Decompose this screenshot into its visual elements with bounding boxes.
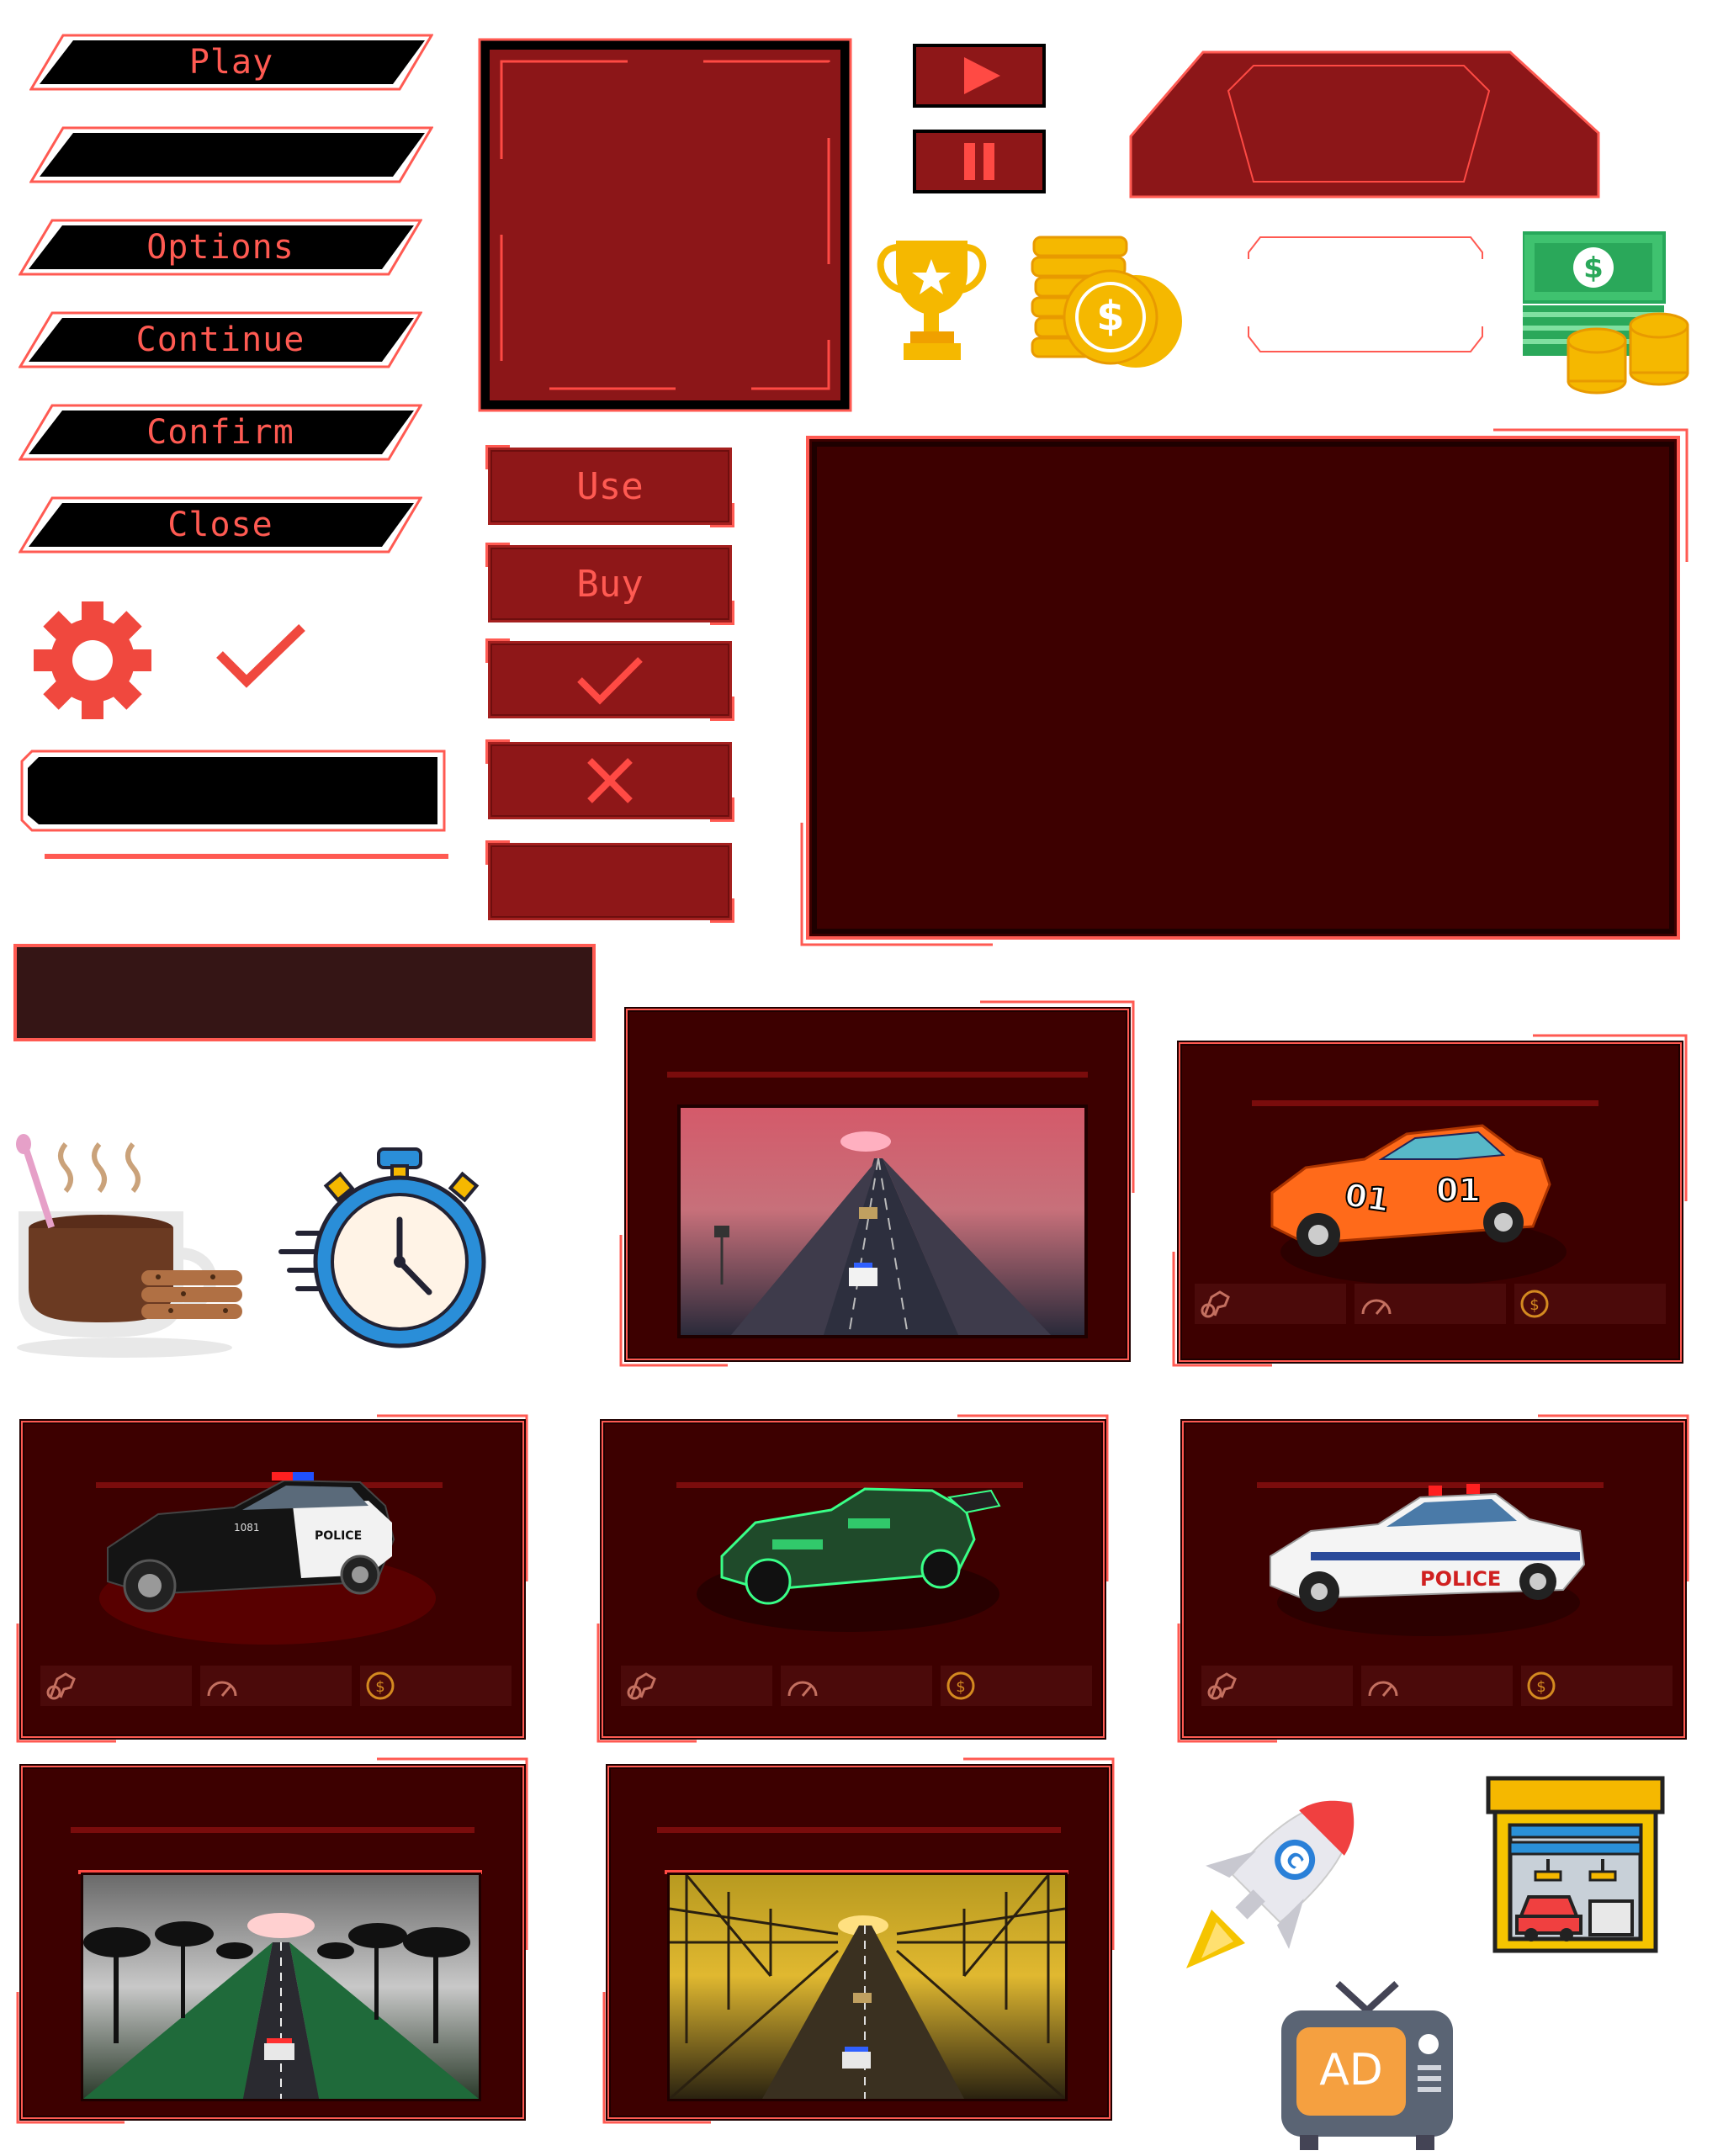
rocket-icon: C (1178, 1767, 1388, 1977)
buy-label: Buy (576, 562, 644, 606)
confirm-button[interactable]: Confirm (19, 402, 422, 463)
level-preview-forest (81, 1873, 481, 2101)
stopwatch-icon (278, 1144, 496, 1354)
speedometer-icon (207, 1681, 237, 1697)
checkmark-icon (577, 657, 643, 705)
options-label: Options (146, 228, 294, 267)
stat-horsepower (1195, 1284, 1346, 1324)
stat-speed (200, 1666, 352, 1706)
svg-text:$: $ (1536, 1678, 1545, 1696)
buy-button[interactable]: Buy (485, 543, 734, 625)
stat-horsepower (621, 1666, 772, 1706)
car-number-decal: 01 (1343, 1176, 1392, 1219)
car-number-decal: 01 (1436, 1172, 1481, 1209)
white-police-car-image: POLICE (1270, 1484, 1586, 1636)
car-card-orange[interactable]: 01 01 $ (1171, 1033, 1693, 1369)
checkmark-icon[interactable] (215, 622, 307, 690)
pause-icon (964, 143, 994, 180)
blank-action-label (490, 845, 729, 918)
car-card-green[interactable]: $ (596, 1413, 1113, 1745)
speedometer-icon (1361, 1299, 1392, 1315)
police-decal: POLICE (315, 1529, 362, 1543)
level-card-night[interactable] (618, 999, 1140, 1369)
garage-icon (1485, 1775, 1666, 1956)
use-button[interactable]: Use (485, 445, 734, 527)
level-preview-night (677, 1104, 1088, 1338)
blank-menu-label (29, 124, 433, 185)
stat-horsepower (40, 1666, 192, 1706)
coin-symbol: $ (1096, 293, 1124, 340)
header-banner (1127, 49, 1603, 200)
input-bar[interactable] (13, 944, 596, 1041)
text-field[interactable] (15, 744, 448, 871)
play-button[interactable]: Play (29, 32, 433, 93)
coin-icon: $ (946, 1671, 975, 1700)
play-icon-button[interactable] (913, 44, 1046, 108)
blank-menu-button[interactable] (29, 124, 433, 185)
stat-speed (1361, 1666, 1513, 1706)
trophy-icon (875, 237, 989, 363)
gear-icon[interactable] (29, 597, 156, 723)
horsepower-icon (46, 1672, 76, 1700)
speedometer-icon (787, 1681, 818, 1697)
svg-text:$: $ (956, 1678, 965, 1696)
stat-speed (781, 1666, 932, 1706)
square-panel (478, 38, 852, 412)
continue-button[interactable]: Continue (19, 310, 422, 370)
stat-price: $ (360, 1666, 512, 1706)
blank-action-button[interactable] (485, 840, 734, 923)
pause-icon-button[interactable] (913, 130, 1046, 193)
play-icon (964, 57, 1000, 94)
x-icon (587, 758, 633, 803)
level-preview-bridge (667, 1873, 1068, 2101)
police-decal: POLICE (1420, 1567, 1501, 1591)
stat-price: $ (1514, 1284, 1666, 1324)
speedometer-icon (1368, 1681, 1398, 1697)
stat-horsepower (1201, 1666, 1353, 1706)
stat-speed (1355, 1284, 1506, 1324)
orange-car-image: 01 01 (1270, 1124, 1567, 1285)
horsepower-icon (1201, 1290, 1230, 1318)
stat-price: $ (941, 1666, 1092, 1706)
close-label: Close (167, 506, 273, 544)
coffee-icon (15, 1127, 251, 1363)
button-frame (29, 34, 433, 91)
cash-icon: $ (1523, 231, 1691, 400)
coins-icon: $ (1031, 229, 1186, 372)
ad-label: AD (1319, 2045, 1383, 2095)
options-button[interactable]: Options (19, 217, 422, 278)
car-card-white-police[interactable]: POLICE $ (1176, 1413, 1694, 1745)
black-police-car-image: POLICE 1081 (99, 1472, 436, 1645)
horsepower-icon (627, 1672, 656, 1700)
level-card-bridge[interactable] (602, 1756, 1119, 2127)
coin-icon: $ (1520, 1290, 1549, 1318)
coin-icon: $ (1527, 1671, 1556, 1700)
confirm-label: Confirm (146, 413, 294, 452)
level-card-forest[interactable] (15, 1756, 533, 2127)
confirm-icon-button[interactable] (485, 638, 734, 721)
dialog-panel (799, 427, 1691, 949)
continue-label: Continue (135, 320, 305, 359)
car-card-black-police[interactable]: POLICE 1081 $ (15, 1413, 533, 1745)
police-number-decal: 1081 (234, 1522, 260, 1534)
outlined-field[interactable] (1243, 234, 1487, 356)
svg-text:$: $ (1529, 1296, 1539, 1314)
play-label: Play (188, 43, 274, 82)
tv-ad-icon[interactable]: AD (1275, 1977, 1460, 2153)
green-car-image (697, 1487, 1001, 1632)
close-button[interactable]: Close (19, 495, 422, 555)
use-label: Use (576, 464, 644, 508)
cancel-icon-button[interactable] (485, 739, 734, 822)
svg-text:$: $ (375, 1678, 384, 1696)
stat-price: $ (1521, 1666, 1673, 1706)
horsepower-icon (1207, 1672, 1237, 1700)
svg-text:$: $ (1583, 252, 1604, 285)
coin-icon: $ (366, 1671, 395, 1700)
